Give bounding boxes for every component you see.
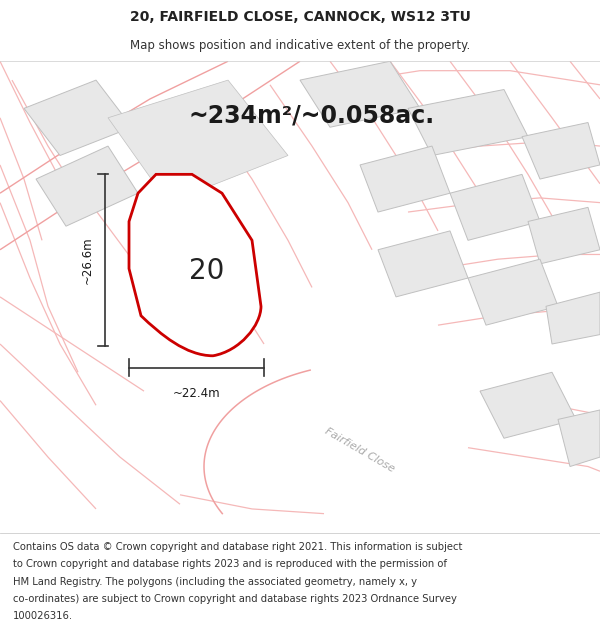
Text: Fairfield Close: Fairfield Close <box>323 426 397 474</box>
Polygon shape <box>360 146 450 212</box>
Text: 100026316.: 100026316. <box>13 611 73 621</box>
Polygon shape <box>24 80 132 156</box>
Polygon shape <box>408 89 528 156</box>
Polygon shape <box>522 122 600 179</box>
Text: 20, FAIRFIELD CLOSE, CANNOCK, WS12 3TU: 20, FAIRFIELD CLOSE, CANNOCK, WS12 3TU <box>130 10 470 24</box>
Text: HM Land Registry. The polygons (including the associated geometry, namely x, y: HM Land Registry. The polygons (includin… <box>13 576 417 586</box>
Text: Map shows position and indicative extent of the property.: Map shows position and indicative extent… <box>130 39 470 52</box>
Polygon shape <box>450 174 540 241</box>
Polygon shape <box>480 372 576 438</box>
Polygon shape <box>108 80 288 202</box>
Text: 20: 20 <box>190 257 224 285</box>
Polygon shape <box>546 292 600 344</box>
Polygon shape <box>558 410 600 466</box>
Text: ~26.6m: ~26.6m <box>80 236 94 284</box>
Text: Contains OS data © Crown copyright and database right 2021. This information is : Contains OS data © Crown copyright and d… <box>13 542 463 552</box>
Polygon shape <box>378 231 468 297</box>
Text: ~22.4m: ~22.4m <box>173 387 220 400</box>
Polygon shape <box>300 61 420 127</box>
Text: co-ordinates) are subject to Crown copyright and database rights 2023 Ordnance S: co-ordinates) are subject to Crown copyr… <box>13 594 457 604</box>
Polygon shape <box>528 208 600 264</box>
Text: to Crown copyright and database rights 2023 and is reproduced with the permissio: to Crown copyright and database rights 2… <box>13 559 447 569</box>
Polygon shape <box>36 146 138 226</box>
PathPatch shape <box>129 174 261 356</box>
Polygon shape <box>468 259 558 325</box>
Text: ~234m²/~0.058ac.: ~234m²/~0.058ac. <box>189 104 435 127</box>
